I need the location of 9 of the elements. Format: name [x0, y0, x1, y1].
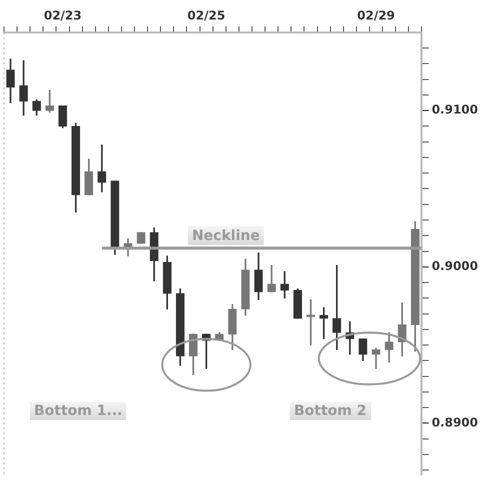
annotation: Bottom 1... [30, 402, 126, 420]
annotation: Bottom 2 [290, 402, 370, 420]
ref-line-label: Neckline [192, 228, 260, 244]
y-tick-label: 0.8900 [432, 415, 478, 430]
x-tick-label: 02/23 [44, 8, 82, 22]
y-tick-label: 0.9000 [432, 259, 478, 274]
x-tick-label: 02/25 [187, 8, 226, 22]
x-tick-label: 02/29 [357, 8, 395, 22]
y-tick-label: 0.9100 [432, 102, 478, 117]
